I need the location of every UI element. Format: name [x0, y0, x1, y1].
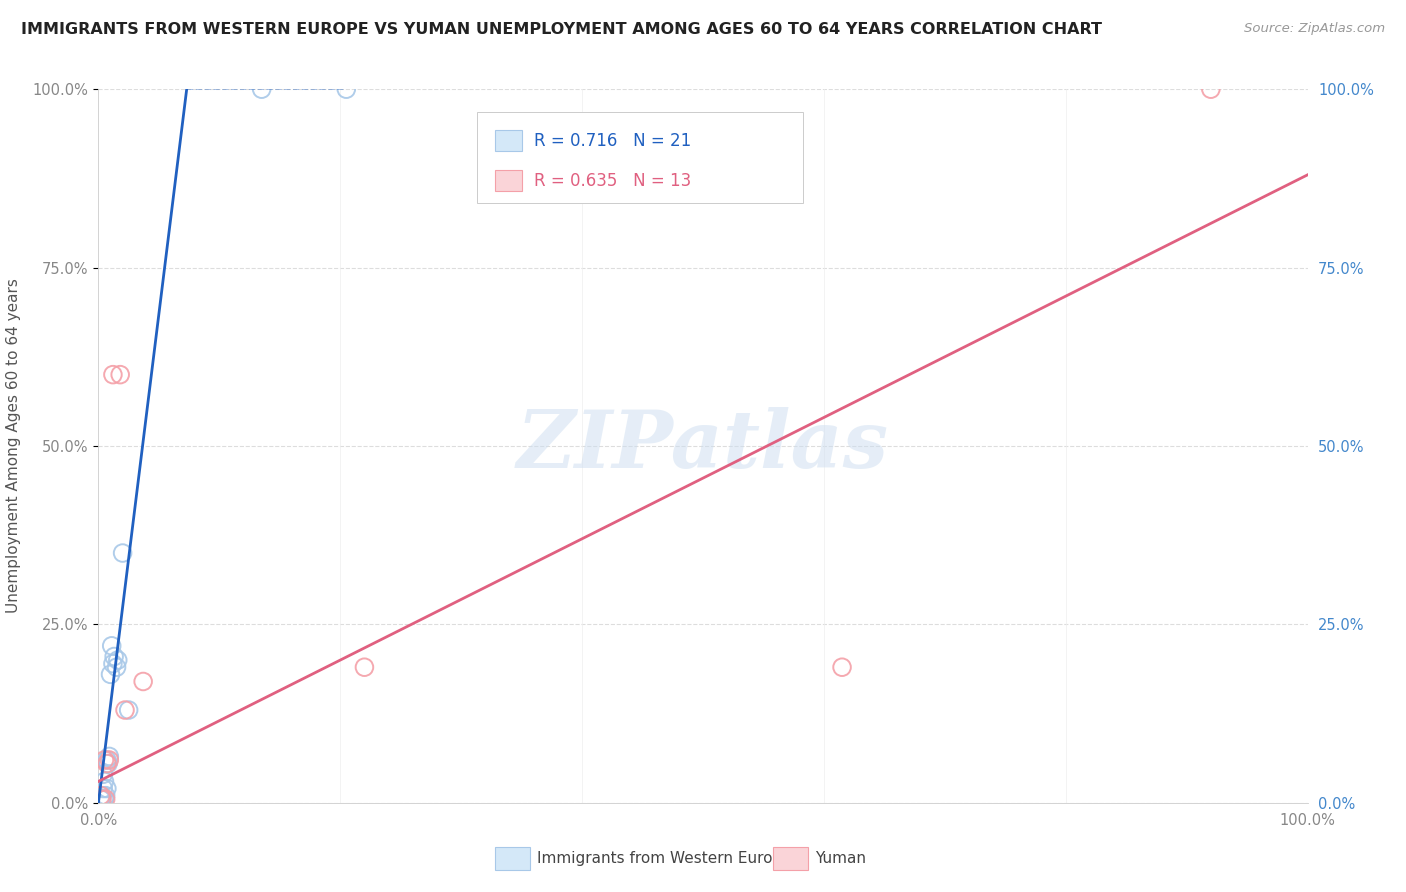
Point [107, 653, 129, 667]
Point [118, 703, 141, 717]
Point [93, 774, 115, 789]
Text: Source: ZipAtlas.com: Source: ZipAtlas.com [1244, 22, 1385, 36]
Point [132, 674, 155, 689]
Point [91, 781, 114, 796]
Point [90, 792, 112, 806]
FancyBboxPatch shape [477, 112, 803, 203]
Point [353, 660, 375, 674]
Point [96, 756, 118, 771]
Text: IMMIGRANTS FROM WESTERN EUROPE VS YUMAN UNEMPLOYMENT AMONG AGES 60 TO 64 YEARS C: IMMIGRANTS FROM WESTERN EUROPE VS YUMAN … [21, 22, 1102, 37]
Point [90, 789, 112, 803]
Point [100, 667, 122, 681]
Point [94, 789, 117, 803]
Point [96, 753, 118, 767]
Point [103, 649, 125, 664]
Text: R = 0.716   N = 21: R = 0.716 N = 21 [534, 132, 690, 150]
Point [96, 781, 118, 796]
Text: Yuman: Yuman [815, 852, 866, 866]
Point [1199, 82, 1222, 96]
Point [94, 792, 117, 806]
Point [97, 756, 120, 771]
Point [114, 703, 136, 717]
FancyBboxPatch shape [495, 169, 522, 191]
Point [91, 767, 114, 781]
Point [100, 639, 122, 653]
Y-axis label: Unemployment Among Ages 60 to 64 years: Unemployment Among Ages 60 to 64 years [6, 278, 21, 614]
Point [250, 82, 273, 96]
Point [108, 368, 131, 382]
Point [111, 546, 134, 560]
Point [91, 792, 114, 806]
Point [831, 660, 853, 674]
Text: Immigrants from Western Europe: Immigrants from Western Europe [537, 852, 792, 866]
Text: R = 0.635   N = 13: R = 0.635 N = 13 [534, 171, 690, 189]
Point [98, 749, 121, 764]
Point [93, 753, 115, 767]
Point [93, 792, 115, 806]
Point [101, 657, 124, 671]
Point [91, 789, 114, 803]
Point [105, 660, 128, 674]
Point [335, 82, 357, 96]
Text: ZIPatlas: ZIPatlas [517, 408, 889, 484]
Point [98, 753, 121, 767]
Point [101, 368, 124, 382]
FancyBboxPatch shape [495, 130, 522, 152]
